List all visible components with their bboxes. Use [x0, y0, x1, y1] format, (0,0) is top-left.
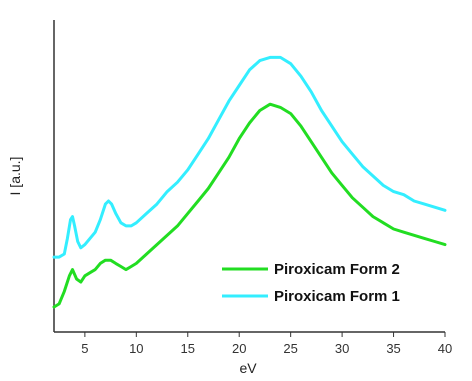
- legend-item-form-1: Piroxicam Form 1: [222, 288, 400, 305]
- x-tick-label: 40: [438, 341, 452, 356]
- legend-label-form-1: Piroxicam Form 1: [274, 288, 400, 305]
- x-axis-ticks: 5 10 15 20 25 30 35 40: [81, 332, 452, 356]
- y-axis-title: I [a.u.]: [7, 157, 23, 196]
- legend: Piroxicam Form 2 Piroxicam Form 1: [222, 261, 400, 305]
- x-tick-label: 35: [386, 341, 400, 356]
- x-tick-label: 30: [335, 341, 349, 356]
- x-axis-title: eV: [239, 360, 257, 376]
- x-tick-label: 5: [81, 341, 88, 356]
- x-tick-label: 20: [232, 341, 246, 356]
- x-tick-label: 15: [181, 341, 195, 356]
- series-line-form-1: [52, 55, 447, 259]
- x-tick-label: 25: [283, 341, 297, 356]
- legend-item-form-2: Piroxicam Form 2: [222, 261, 400, 278]
- x-tick-label: 10: [129, 341, 143, 356]
- series-line-form-2: [52, 102, 447, 309]
- legend-label-form-2: Piroxicam Form 2: [274, 261, 400, 278]
- series-lines: [52, 55, 447, 309]
- plot-area: 5 10 15 20 25 30 35 40: [52, 20, 452, 356]
